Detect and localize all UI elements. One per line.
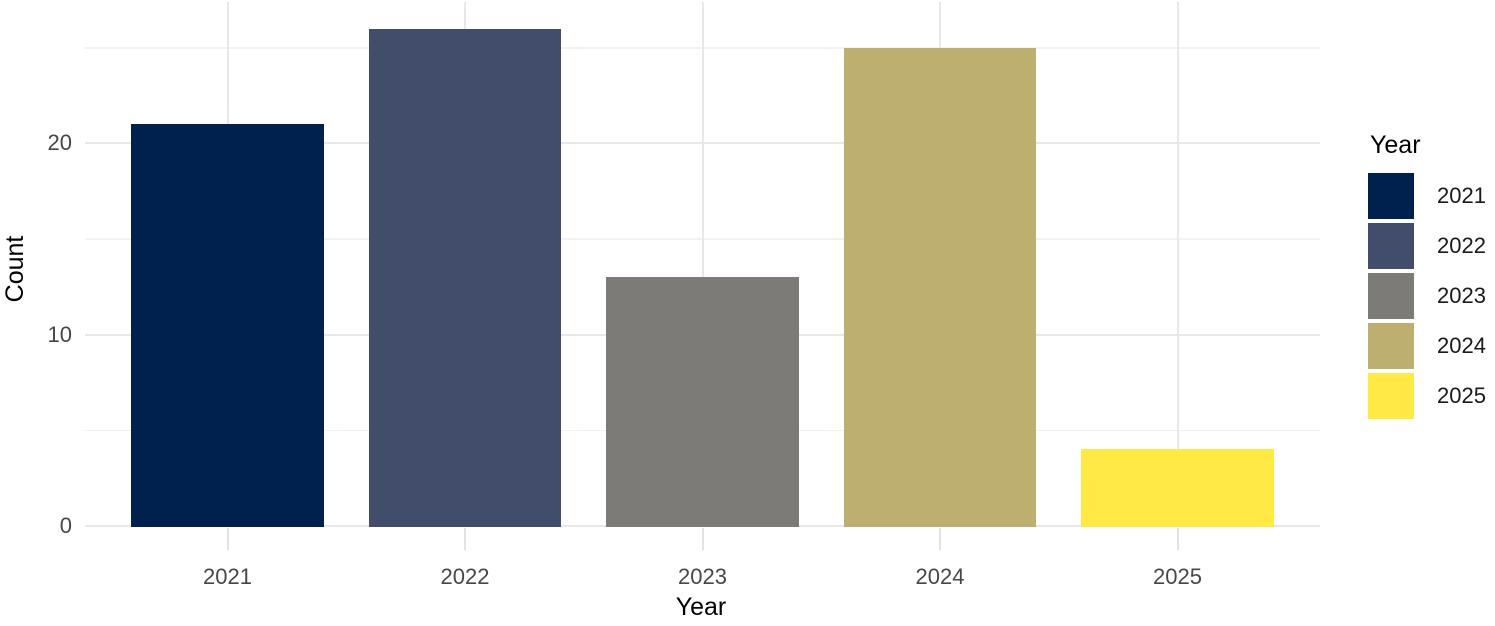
- legend-label: 2023: [1437, 283, 1486, 308]
- bar-2023: [606, 277, 799, 527]
- x-axis-tick: [464, 528, 466, 550]
- x-axis-tick: [226, 528, 229, 550]
- x-axis-tick: [939, 528, 941, 550]
- y-axis-title: Count: [1, 235, 29, 303]
- legend-entry: 2022: [1368, 223, 1495, 269]
- legend-entry: 2023: [1368, 273, 1495, 319]
- x-axis-title: Year: [675, 593, 727, 621]
- bar-2022: [368, 28, 562, 527]
- y-tick-label: 0: [59, 513, 72, 538]
- gridline-x-major: [701, 2, 704, 527]
- legend-label: 2024: [1437, 333, 1486, 358]
- y-tick-label: 10: [47, 321, 72, 347]
- gridline-x-major: [1176, 2, 1179, 527]
- legend-key-2022: [1368, 223, 1414, 269]
- legend-entry: 2024: [1368, 323, 1495, 369]
- x-tick-label: 2023: [678, 564, 727, 589]
- bars-layer: [85, 2, 1320, 527]
- bar-2021: [131, 124, 324, 527]
- legend-entries: 2021 2022 2023 2024 2025: [1368, 173, 1495, 419]
- legend-key-2024: [1368, 323, 1414, 369]
- legend-label: 2025: [1437, 383, 1486, 408]
- legend-label: 2021: [1437, 183, 1486, 208]
- legend-entry: 2021: [1368, 173, 1495, 219]
- x-tick-label: 2024: [915, 564, 965, 589]
- bar-2024: [843, 47, 1037, 527]
- legend-title: Year: [1370, 131, 1421, 159]
- legend-entry: 2025: [1368, 373, 1495, 419]
- bar-2025: [1081, 449, 1274, 527]
- x-tick-label: 2021: [203, 564, 252, 589]
- y-tick-label: 20: [47, 130, 72, 156]
- x-tick-label: 2022: [440, 564, 490, 589]
- legend-key-2025: [1368, 373, 1414, 419]
- legend: Year 2021 2022 2023 2024 2025: [1368, 131, 1495, 423]
- x-axis-tick: [1176, 528, 1179, 550]
- x-axis-tick: [701, 528, 704, 550]
- legend-key-2023: [1368, 273, 1414, 319]
- x-tick-label: 2025: [1153, 564, 1202, 589]
- legend-key-2021: [1368, 173, 1414, 219]
- legend-label: 2022: [1437, 233, 1486, 258]
- plot-panel: [85, 2, 1320, 527]
